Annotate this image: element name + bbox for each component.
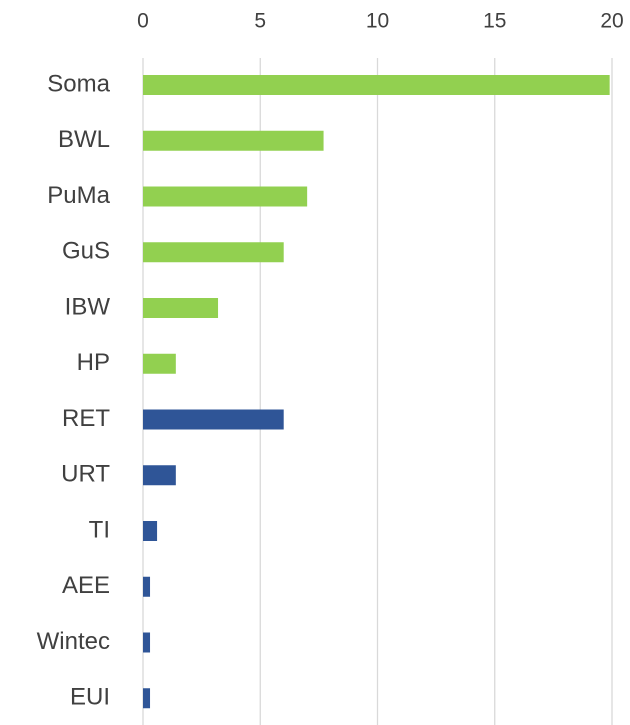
y-tick-label: IBW bbox=[65, 293, 111, 320]
x-tick-label: 10 bbox=[366, 10, 389, 33]
bar bbox=[143, 130, 324, 151]
y-tick-label: PuMa bbox=[47, 182, 110, 209]
y-tick-label: HP bbox=[77, 349, 110, 376]
y-tick-label: EUI bbox=[70, 684, 110, 711]
bar bbox=[143, 186, 308, 207]
y-tick-label: TI bbox=[89, 516, 110, 543]
y-tick-label: Soma bbox=[47, 70, 110, 97]
y-tick-label: RET bbox=[62, 405, 110, 432]
y-tick-label: GuS bbox=[62, 238, 110, 265]
x-tick-label: 0 bbox=[137, 10, 149, 33]
bar bbox=[143, 576, 151, 597]
y-tick-label: URT bbox=[61, 461, 110, 488]
y-tick-label: BWL bbox=[58, 126, 110, 153]
bar bbox=[143, 632, 151, 653]
bar bbox=[143, 409, 284, 430]
x-tick-label: 5 bbox=[254, 10, 266, 33]
bar bbox=[143, 353, 176, 374]
x-tick-label: 20 bbox=[600, 10, 623, 33]
bar bbox=[143, 688, 151, 709]
bar bbox=[143, 521, 158, 541]
x-tick-label: 15 bbox=[483, 10, 506, 33]
y-tick-label: AEE bbox=[62, 572, 110, 599]
bar bbox=[143, 75, 610, 95]
bar bbox=[143, 465, 176, 486]
bar bbox=[143, 298, 219, 318]
y-tick-label: Wintec bbox=[37, 628, 110, 655]
bar bbox=[143, 242, 284, 263]
